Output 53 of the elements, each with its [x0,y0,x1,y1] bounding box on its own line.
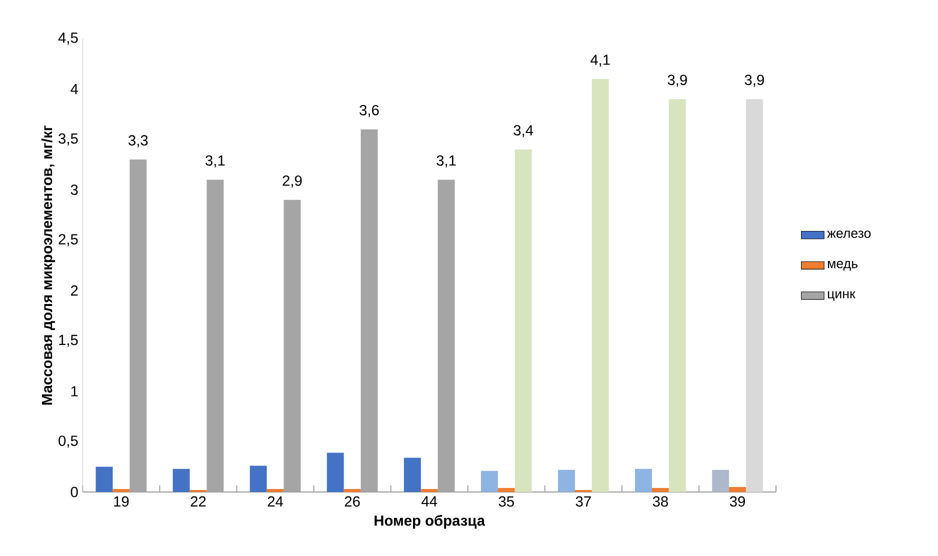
data-label: 3,1 [436,155,456,168]
bar [558,470,575,492]
bar [729,486,746,492]
x-tick-label: 38 [652,496,668,507]
x-tick-label: 22 [190,496,206,506]
bar [326,452,344,492]
bar [112,488,130,492]
bar [712,470,730,492]
legend-label: медь [828,260,858,271]
bar [250,466,267,492]
data-label: 3,6 [360,104,379,118]
data-label: 3,9 [744,74,764,87]
data-label: 3,1 [206,155,225,168]
x-tick-label: 19 [114,496,129,507]
y-tick-label: 1,5 [59,334,78,347]
x-tick-label: 35 [498,496,514,507]
bar [344,488,361,492]
bar [480,470,498,492]
y-tick-label: 2,5 [58,234,78,246]
bar [172,468,190,492]
x-axis-title: Номер образца [374,514,486,529]
bar [652,488,669,492]
y-tick-label: 0,5 [58,436,78,448]
bar [746,99,763,492]
legend-label: цинк [828,291,856,301]
y-tick-label: 1 [71,386,78,396]
y-tick-label: 3 [70,184,78,195]
bar [420,488,438,492]
data-label: 4,1 [590,54,610,67]
x-tick-label: 39 [730,496,745,507]
bar [592,78,609,492]
bar [266,488,284,492]
x-tick-label: 44 [422,496,438,506]
bar [668,99,686,492]
bar [498,488,515,492]
x-tick-label: 37 [576,496,591,507]
x-tick-label: 26 [344,496,360,507]
y-axis-title: Массовая доля микроэлементов, мг/кг [41,125,56,405]
y-tick-label: 4,5 [58,32,78,45]
y-tick-label: 2 [70,285,78,296]
data-label: 3,9 [668,74,687,87]
legend-label: железо [827,230,871,238]
data-label: 2,9 [282,175,302,188]
bar [635,468,652,492]
data-label: 3,4 [514,125,534,138]
y-tick-label: 0 [70,486,78,498]
x-tick-label: 24 [268,496,283,506]
data-label: 3,3 [128,135,148,148]
y-tick-label: 3,5 [58,133,78,146]
y-tick-label: 4 [70,84,78,94]
bar [96,466,113,492]
bar [404,458,421,492]
bar [514,149,532,492]
